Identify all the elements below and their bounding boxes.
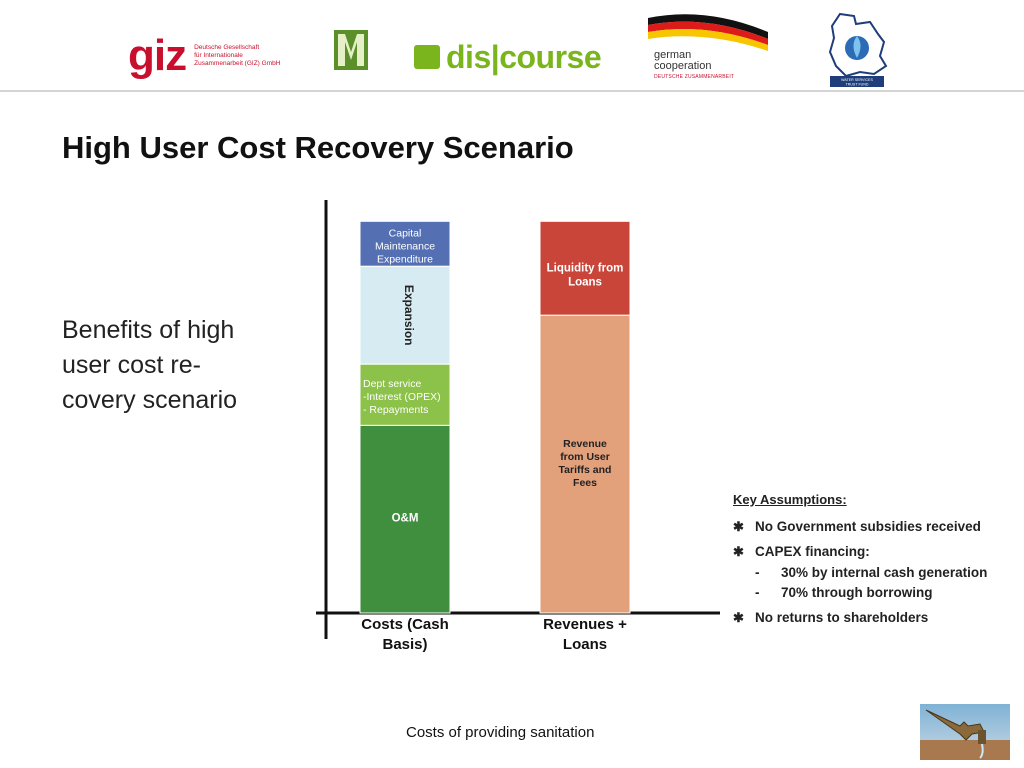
x-category-label: Basis) bbox=[382, 636, 427, 653]
giz-logo-line: Deutsche Gesellschaft bbox=[194, 44, 260, 51]
sanitation-tap-thumbnail-icon bbox=[920, 704, 1010, 760]
assumption-text: No Government subsidies received bbox=[755, 519, 981, 534]
bar-segment-o-m bbox=[359, 424, 451, 614]
cooperation-line: cooperation bbox=[654, 60, 712, 72]
bar-segment-expansion bbox=[359, 265, 451, 365]
german-cooperation-logo: german cooperation DEUTSCHE ZUSAMMENARBE… bbox=[646, 12, 776, 88]
assumption-subtext: 30% by internal cash generation bbox=[781, 565, 988, 580]
bar-label: Fees bbox=[573, 477, 597, 489]
body-line: Benefits of high bbox=[62, 316, 235, 344]
bar-label: Loans bbox=[568, 276, 602, 288]
assumption-item: ✱ No returns to shareholders bbox=[733, 610, 1018, 626]
x-category-label: Revenues + bbox=[543, 616, 627, 633]
asterisk-icon: ✱ bbox=[733, 610, 744, 625]
x-category-label: Loans bbox=[563, 636, 607, 653]
german-line: german bbox=[654, 49, 692, 61]
header-divider bbox=[0, 90, 1024, 92]
bar-label: Tariffs and bbox=[559, 464, 612, 476]
bar-label: Expenditure bbox=[377, 253, 433, 265]
x-category-label: Costs (Cash bbox=[361, 616, 449, 633]
assumption-item: ✱ No Government subsidies received bbox=[733, 519, 1018, 535]
bar-label: from User bbox=[560, 451, 610, 463]
bar-label: O&M bbox=[392, 512, 419, 524]
bar-label: Capital bbox=[389, 227, 422, 239]
giz-logo-mark: giz bbox=[128, 31, 187, 80]
asterisk-icon: ✱ bbox=[733, 544, 744, 559]
giz-logo-text: Deutsche Gesellschaft für Internationale… bbox=[194, 44, 304, 68]
body-line: covery scenario bbox=[62, 386, 238, 414]
slide-title: High User Cost Recovery Scenario bbox=[62, 130, 574, 165]
bar-segment-revenue-from-user-tariffs-and-fees bbox=[539, 314, 631, 614]
discourse-logo-text: dis|course bbox=[446, 39, 602, 75]
bar-segment-dept-service bbox=[359, 363, 451, 426]
giz-logo-line: Zusammenarbeit (GIZ) GmbH bbox=[194, 60, 281, 67]
bar-label: - Repayments bbox=[363, 404, 428, 416]
bar-label: Expansion bbox=[402, 285, 416, 346]
bar-label: -Interest (OPEX) bbox=[363, 391, 441, 403]
bar-label: Liquidity from bbox=[547, 262, 624, 274]
giz-logo-line: für Internationale bbox=[194, 52, 243, 59]
deutsche-line: DEUTSCHE ZUSAMMENARBEIT bbox=[654, 74, 735, 80]
bar-label: Revenue bbox=[563, 438, 607, 450]
key-assumptions-box: Key Assumptions: ✱ No Government subsidi… bbox=[733, 492, 1018, 626]
emblem-line-2: TRUST FUND bbox=[846, 83, 869, 87]
m-logo-icon bbox=[334, 30, 368, 70]
dash-icon: - bbox=[755, 585, 760, 600]
chart-canvas: O&M Dept service-Interest (OPEX)- Repayme… bbox=[316, 200, 720, 653]
assumption-subitem: - 70% through borrowing bbox=[755, 585, 1018, 600]
stacked-bar-chart: O&M Dept service -Interest (OPEX) - Repayme… bbox=[310, 195, 730, 675]
german-cooperation-text: german cooperation DEUTSCHE ZUSAMMENARBE… bbox=[654, 50, 734, 83]
bar-segment-liquidity-from-loans bbox=[539, 220, 631, 316]
assumption-subitem: - 30% by internal cash generation bbox=[755, 565, 1018, 580]
assumption-subtext: 70% through borrowing bbox=[781, 585, 933, 600]
water-services-trust-fund-emblem-icon: WATER SERVICES TRUST FUND bbox=[828, 12, 888, 87]
german-flag-icon bbox=[648, 14, 768, 51]
bar-label: Dept service bbox=[363, 378, 422, 390]
slide-body-text: Benefits of high user cost re- covery sc… bbox=[62, 313, 282, 418]
assumption-text: No returns to shareholders bbox=[755, 610, 929, 625]
body-line: user cost re- bbox=[62, 351, 201, 379]
key-assumptions-heading: Key Assumptions: bbox=[733, 492, 847, 507]
assumption-text: CAPEX financing: bbox=[755, 544, 870, 559]
slide-footer: Costs of providing sanitation bbox=[406, 724, 595, 741]
asterisk-icon: ✱ bbox=[733, 519, 744, 534]
bar-label: Maintenance bbox=[375, 240, 435, 252]
discourse-logo: dis|course bbox=[414, 39, 602, 75]
discourse-logo-square-icon bbox=[414, 45, 440, 69]
assumption-item: ✱ CAPEX financing: bbox=[733, 544, 1018, 560]
dash-icon: - bbox=[755, 565, 760, 580]
bar-segment-capital-maintenance-expenditure bbox=[359, 220, 451, 267]
emblem-line-1: WATER SERVICES bbox=[841, 78, 873, 82]
giz-logo: giz Deutsche Gesellschaft für Internatio… bbox=[128, 34, 304, 78]
logo-header: giz Deutsche Gesellschaft für Internatio… bbox=[0, 0, 1024, 92]
